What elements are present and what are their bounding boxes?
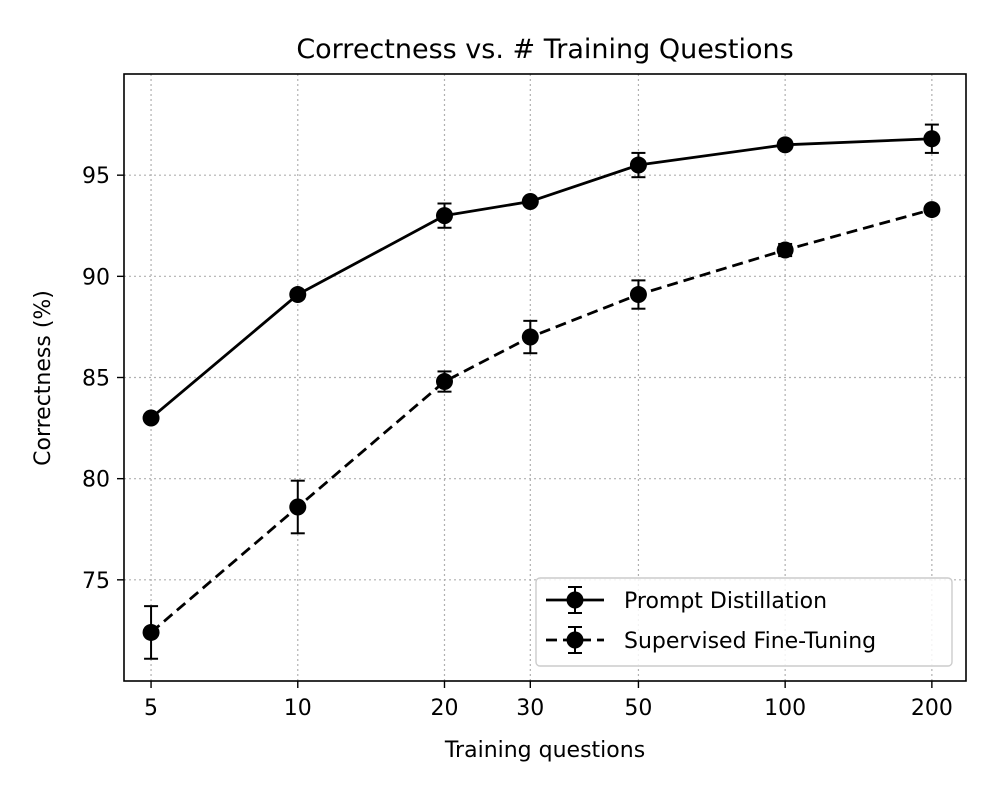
data-point [923,130,941,148]
x-tick-label: 100 [764,696,806,721]
legend-label-prompt-distillation: Prompt Distillation [624,589,827,614]
legend-entry-supervised-fine-tuning: Supervised Fine-Tuning [546,626,876,654]
legend-marker [566,591,584,609]
series-prompt-distillation [142,123,941,427]
data-point [289,286,307,304]
data-point [923,201,941,219]
data-point [521,192,539,210]
data-point [289,498,307,516]
axis-ticks: 5 10 20 30 50 100 200 75 80 85 90 95 [82,164,953,721]
chart-title: Correctness vs. # Training Questions [296,34,793,65]
data-point [629,286,647,304]
y-tick-label: 75 [82,569,110,594]
series-supervised-fine-tuning [142,201,941,660]
data-point [521,328,539,346]
x-tick-label: 200 [911,696,953,721]
data-point [435,373,453,391]
data-point [142,623,160,641]
y-tick-label: 95 [82,164,110,189]
legend: Prompt Distillation Supervised Fine-Tuni… [535,577,953,667]
y-tick-label: 90 [82,265,110,290]
legend-entry-prompt-distillation: Prompt Distillation [546,586,827,614]
x-axis-label: Training questions [444,738,645,763]
x-tick-label: 20 [430,696,458,721]
x-tick-label: 50 [624,696,652,721]
x-tick-label: 5 [144,696,158,721]
y-tick-label: 85 [82,367,110,392]
data-point [776,241,794,259]
data-point [142,409,160,427]
y-tick-label: 80 [82,468,110,493]
data-point [435,207,453,225]
data-point [776,136,794,154]
series-layer [142,123,941,660]
x-tick-label: 30 [516,696,544,721]
legend-label-supervised-fine-tuning: Supervised Fine-Tuning [624,629,876,654]
legend-box [535,577,953,667]
data-point [629,156,647,174]
x-tick-label: 10 [284,696,312,721]
legend-marker [566,631,584,649]
y-axis-label: Correctness (%) [31,290,56,466]
